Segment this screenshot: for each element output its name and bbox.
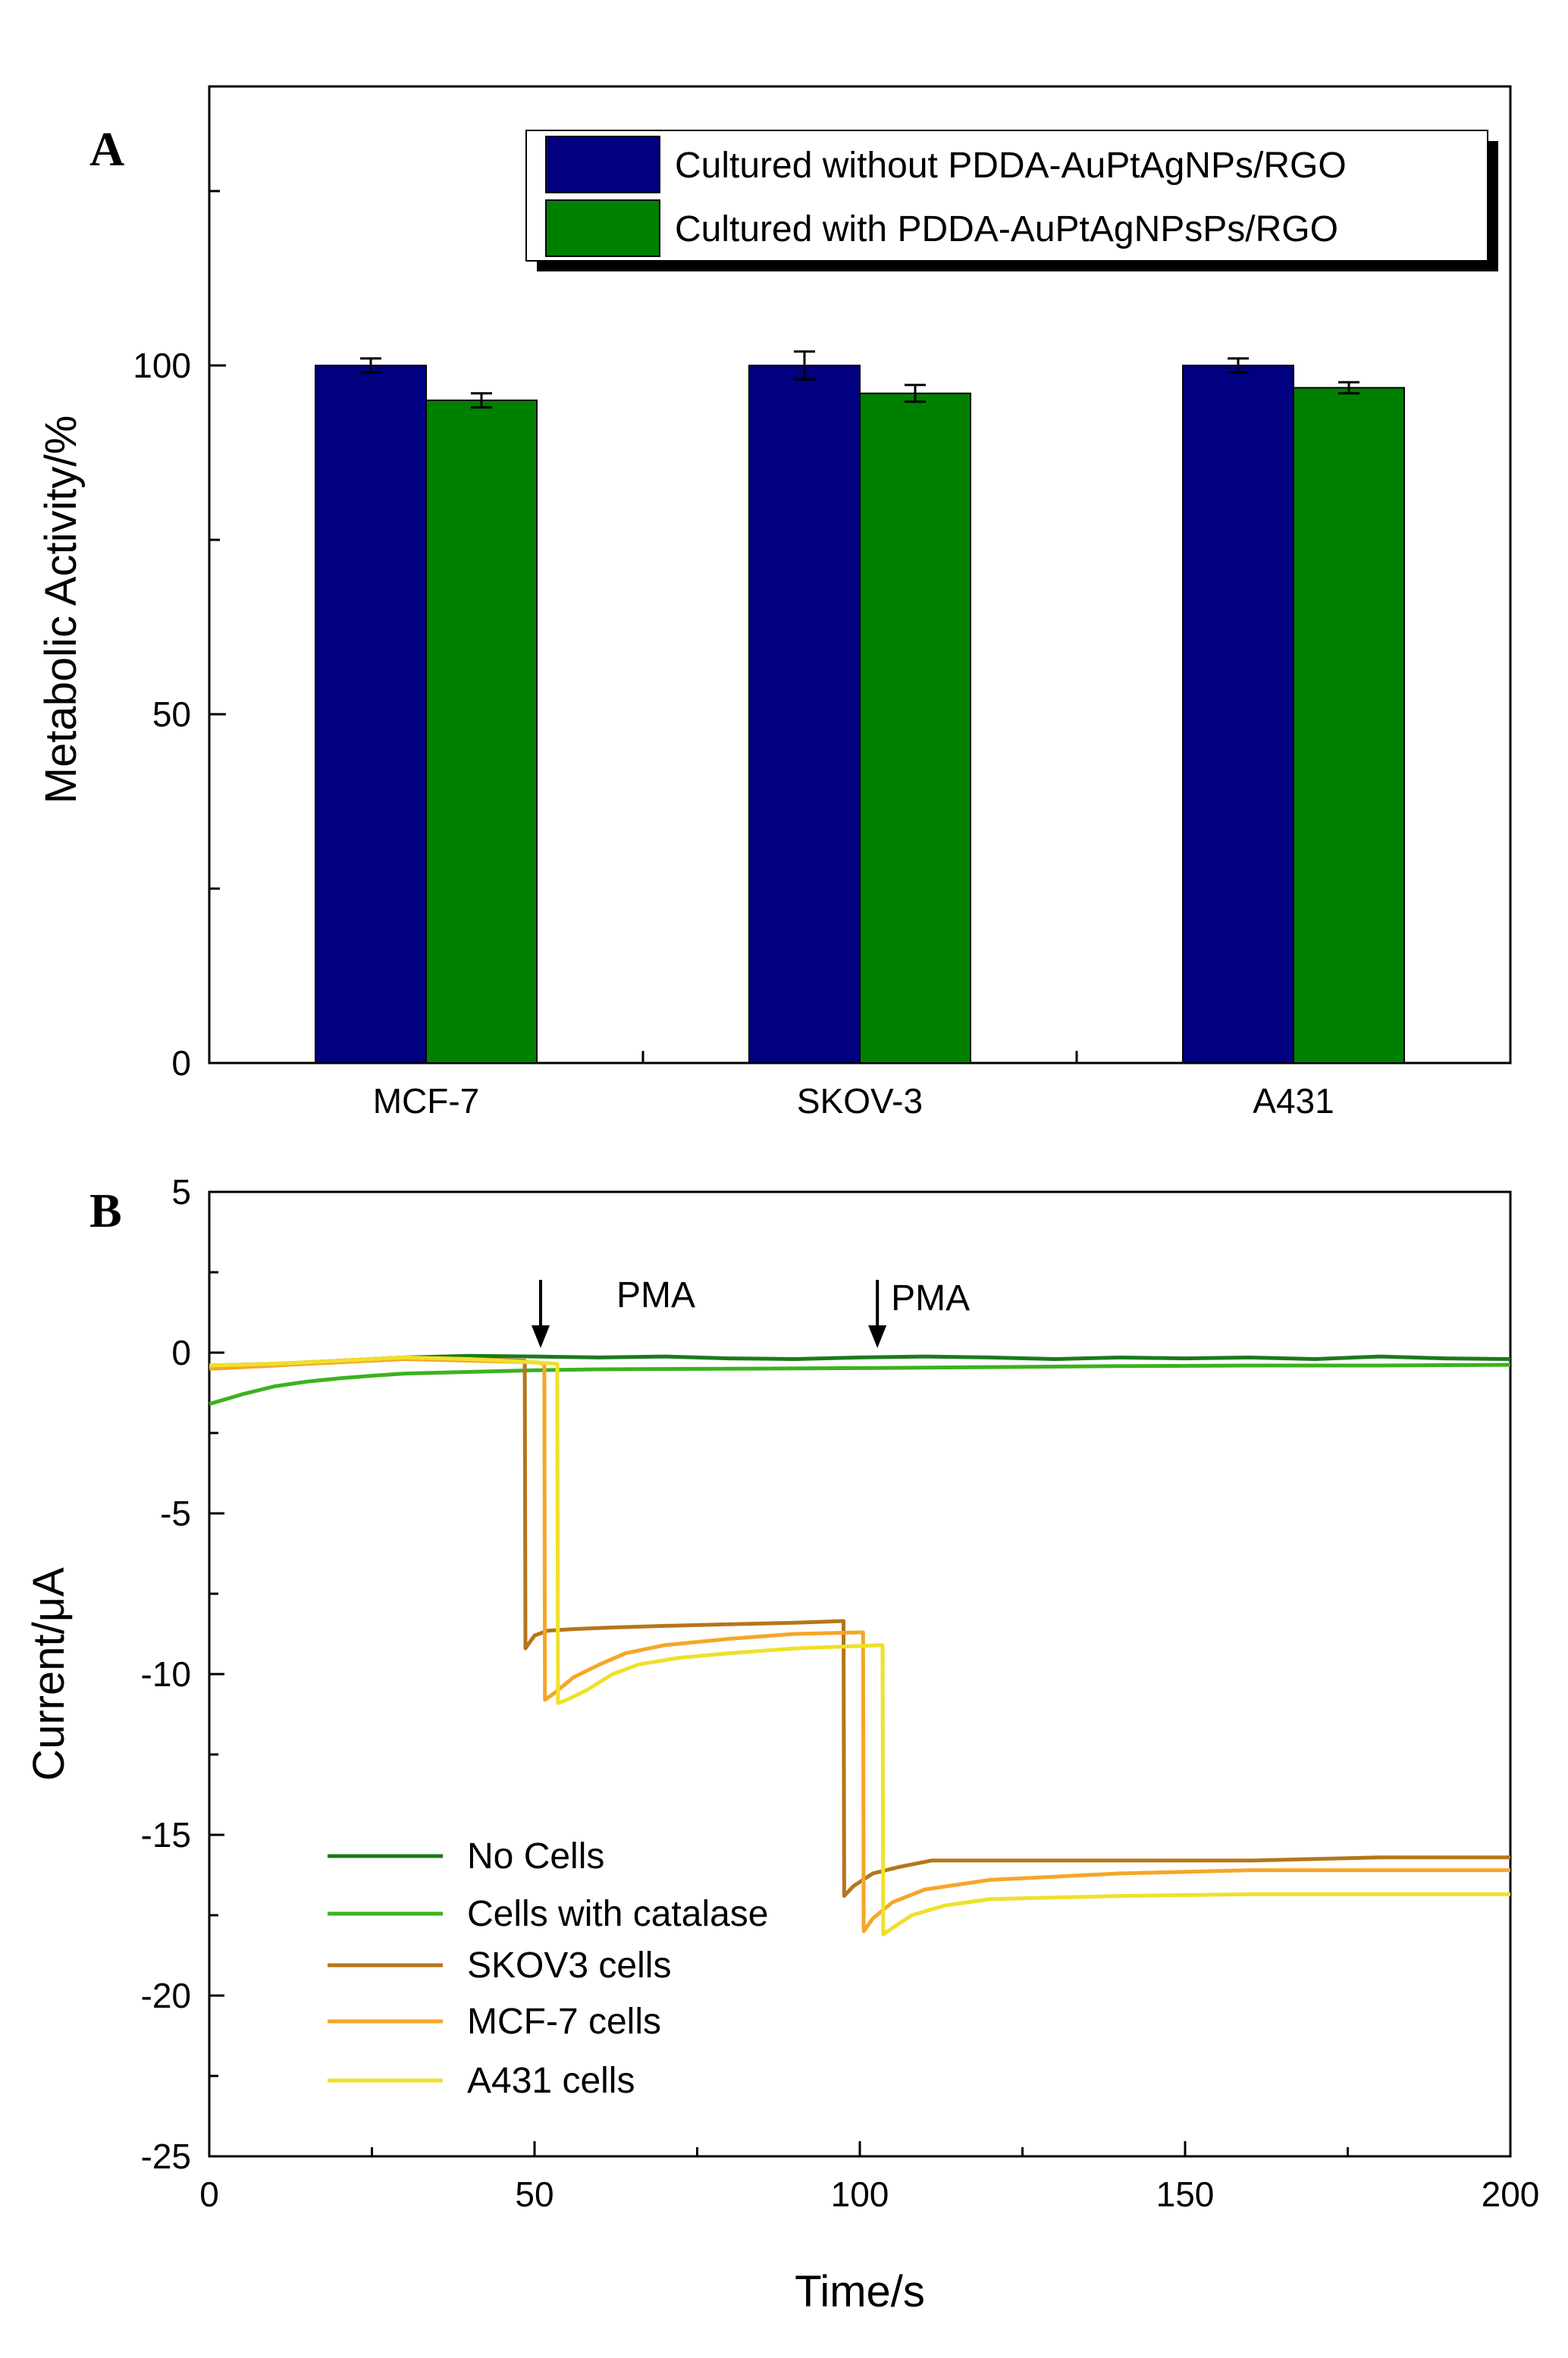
x-tick-label: 50 (515, 2175, 554, 2214)
y-tick-label: 50 (152, 695, 191, 734)
legend-box (525, 130, 1488, 262)
panel-a: A 0 50 100 MCF-7 SKOV-3 A431 Metabolic Activi… (36, 85, 1512, 1121)
pma-annotation: PMA (616, 1275, 695, 1315)
panel-b-lines (209, 1353, 1511, 1936)
y-tick-label: -15 (141, 1815, 191, 1855)
bar (315, 365, 427, 1064)
panel-b-annotations: PMA PMA (532, 1275, 970, 1348)
panel-a-y-axis-title: Metabolic Activity/% (36, 415, 86, 804)
x-tick-label: 0 (199, 2175, 219, 2214)
legend-swatch (545, 136, 660, 193)
pma-annotation: PMA (891, 1278, 970, 1319)
legend-label: A431 cells (467, 2061, 635, 2101)
legend-label: Cultured with PDDA-AuPtAgNPsPs/RGO (675, 209, 1338, 249)
panel-a-ticks (209, 190, 1078, 1065)
legend-label: MCF-7 cells (467, 2002, 661, 2042)
legend-swatch (545, 199, 660, 257)
panel-a-tick-labels: 0 50 100 MCF-7 SKOV-3 A431 (133, 346, 1334, 1121)
pma-arrow-head (868, 1325, 887, 1348)
legend-label: SKOV3 cells (467, 1946, 671, 1986)
series-line (209, 1355, 1510, 1936)
x-tick-label: 200 (1482, 2175, 1540, 2214)
series-line (209, 1355, 1510, 1899)
bar (1293, 387, 1405, 1064)
panel-b: B 50-5-10-15-20-250 50 100 150 200 PMA PMA Cu… (24, 1172, 1539, 2316)
y-tick-label: -20 (141, 1976, 191, 2015)
panel-b-plot-frame (208, 1190, 1512, 2158)
panel-b-y-axis-title: Current/μA (24, 1567, 74, 1781)
x-tick-label: 100 (831, 2175, 889, 2214)
panel-b-ticks (208, 1190, 1512, 2158)
x-tick-label: SKOV-3 (797, 1081, 923, 1121)
panel-a-bars (315, 350, 1405, 1064)
panel-a-legend: Cultured without PDDA-AuPtAgNPs/RGO Cultu… (525, 130, 1498, 271)
panel-b-x-axis-title: Time/s (795, 2267, 925, 2316)
y-tick-label: 5 (171, 1172, 191, 1212)
y-tick-label: 0 (171, 1043, 191, 1083)
y-tick-label: -5 (160, 1494, 191, 1533)
legend-label: Cultured without PDDA-AuPtAgNPs/RGO (675, 146, 1347, 186)
legend-label: No Cells (467, 1836, 604, 1877)
bar (425, 400, 538, 1064)
bar (1182, 365, 1294, 1064)
panel-b-legend: No Cells Cells with catalase SKOV3 cells MC… (328, 1836, 769, 2101)
y-tick-label: 0 (171, 1333, 191, 1372)
x-tick-label: 150 (1156, 2175, 1215, 2214)
panel-a-letter: A (89, 122, 124, 176)
y-tick-label: -25 (141, 2137, 191, 2176)
bar (748, 365, 861, 1064)
y-tick-label: 100 (133, 346, 191, 385)
y-tick-label: -10 (141, 1654, 191, 1694)
panel-b-tick-labels: 50-5-10-15-20-250 50 100 150 200 (141, 1172, 1540, 2214)
x-tick-label: A431 (1253, 1081, 1334, 1121)
pma-arrow-head (532, 1325, 550, 1348)
bar (859, 392, 971, 1064)
panel-b-letter: B (89, 1184, 122, 1237)
legend-label: Cells with catalase (467, 1894, 769, 1934)
x-tick-label: MCF-7 (373, 1081, 480, 1121)
series-line (209, 1362, 1511, 1406)
